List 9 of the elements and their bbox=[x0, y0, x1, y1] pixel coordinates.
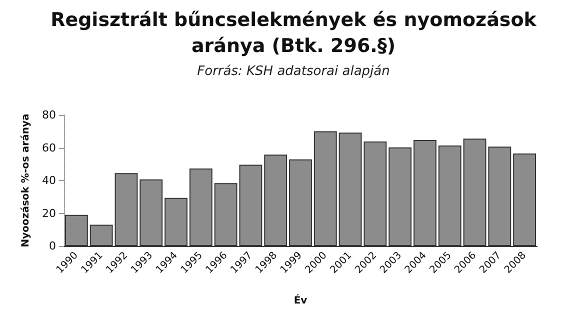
x-axis-title: Év bbox=[294, 294, 308, 306]
y-tick-label: 0 bbox=[49, 240, 56, 252]
y-tick-label: 60 bbox=[42, 141, 56, 154]
chart-subtitle: Forrás: KSH adatsorai alapján bbox=[197, 64, 390, 79]
y-tick-label: 40 bbox=[42, 174, 56, 187]
y-axis-title: Nyoozások %-os aránya bbox=[20, 114, 32, 248]
y-tick-label: 80 bbox=[42, 108, 56, 122]
y-tick-label: 20 bbox=[42, 206, 56, 220]
chart-title: Regisztrált bűncselekmények és nyomozások aránya (Btk. 296.§) bbox=[50, 9, 537, 57]
